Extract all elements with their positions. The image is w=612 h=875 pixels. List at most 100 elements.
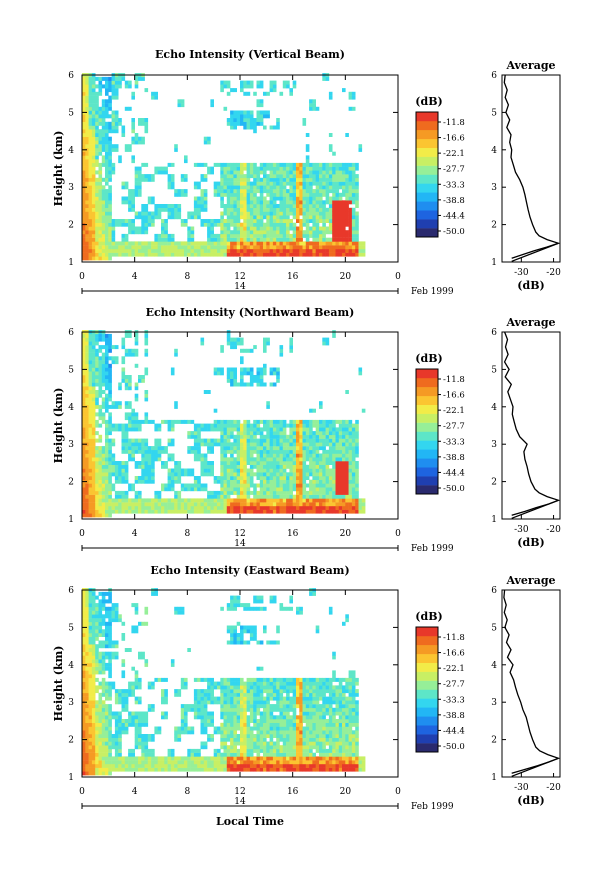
heatmap-cell <box>184 159 188 164</box>
heatmap-cell <box>88 386 93 391</box>
heatmap-cell <box>253 345 257 350</box>
heatmap-cell <box>351 442 356 447</box>
heatmap-cell <box>108 461 112 465</box>
heatmap-cell <box>200 219 205 223</box>
heatmap-cell <box>105 446 109 451</box>
heatmap-cell <box>305 245 310 250</box>
heatmap-cell <box>348 219 353 223</box>
heatmap-cell <box>98 136 103 141</box>
heatmap-cell <box>124 333 129 338</box>
heatmap-cell <box>296 457 300 462</box>
heatmap-cell <box>296 245 300 250</box>
heatmap-cell <box>170 237 175 242</box>
heatmap-cell <box>91 230 96 235</box>
heatmap-cell <box>269 442 274 447</box>
heatmap-cell <box>289 337 293 342</box>
heatmap-cell <box>276 118 280 122</box>
heatmap-cell <box>236 181 241 186</box>
heatmap-cell <box>253 189 257 194</box>
heatmap-cell <box>128 382 132 387</box>
heatmap-cell <box>95 192 99 197</box>
heatmap-cell <box>91 219 96 223</box>
heatmap-cell <box>128 505 132 510</box>
heatmap-cell <box>91 498 96 503</box>
heatmap-cell <box>124 80 129 85</box>
heatmap-cell <box>134 185 139 190</box>
heatmap-cell <box>266 502 270 507</box>
heatmap-cell <box>279 352 284 357</box>
heatmap-cell <box>88 106 93 111</box>
heatmap-cell <box>124 431 129 436</box>
heatmap-cell <box>203 219 208 223</box>
heatmap-cell <box>230 461 234 465</box>
colorbar-swatch <box>416 395 438 405</box>
heatmap-cell <box>95 226 99 231</box>
x-tick-label: 20 <box>340 529 352 539</box>
heatmap-cell <box>328 166 333 171</box>
heatmap-cell <box>111 360 116 365</box>
heatmap-cell <box>124 245 129 250</box>
heatmap-cell <box>85 133 89 137</box>
heatmap-cell <box>226 378 231 383</box>
heatmap-cell <box>332 423 336 428</box>
heatmap-cell <box>325 230 330 235</box>
heatmap-cell <box>203 442 208 447</box>
heatmap-cell <box>351 215 356 220</box>
heatmap-cell <box>128 222 132 227</box>
heatmap-cell <box>263 341 267 346</box>
heatmap-cell <box>319 166 323 171</box>
heatmap-cell <box>263 189 267 194</box>
heatmap-cell <box>253 177 257 182</box>
heatmap-cell <box>193 431 198 436</box>
heatmap-cell <box>269 461 274 465</box>
heatmap-cell <box>236 434 241 439</box>
heatmap-cell <box>144 174 149 179</box>
heatmap-cell <box>88 745 93 750</box>
heatmap-cell <box>131 711 135 716</box>
heatmap-cell <box>95 352 99 357</box>
heatmap-cell <box>91 648 96 652</box>
heatmap-cell <box>259 196 264 201</box>
heatmap-cell <box>256 110 261 115</box>
heatmap-cell <box>82 345 86 350</box>
heatmap-cell <box>88 640 93 645</box>
heatmap-cell <box>292 468 297 473</box>
heatmap-cell <box>253 162 257 167</box>
profile-y-tick-label: 4 <box>491 146 497 156</box>
heatmap-cell <box>351 192 356 197</box>
heatmap-cell <box>256 367 261 372</box>
heatmap-cell <box>105 625 109 630</box>
heatmap-cell <box>282 252 287 257</box>
heatmap-cell <box>167 204 172 208</box>
heatmap-cell <box>101 479 106 484</box>
heatmap-cell <box>95 162 99 167</box>
heatmap-cell <box>266 487 270 492</box>
heatmap-cell <box>276 378 280 383</box>
heatmap-cell <box>335 204 340 208</box>
heatmap-cell <box>315 472 320 477</box>
heatmap-cell <box>276 509 280 514</box>
heatmap-cell <box>296 192 300 197</box>
heatmap-cell <box>279 91 284 96</box>
heatmap-cell <box>351 211 356 216</box>
heatmap-cell <box>213 498 218 503</box>
heatmap-cell <box>157 438 162 443</box>
heatmap-cell <box>101 472 106 477</box>
colorbar-swatch <box>416 156 438 166</box>
heatmap-cell <box>338 502 343 507</box>
heatmap-cell <box>233 233 237 238</box>
heatmap-cell <box>190 241 195 246</box>
heatmap-cell <box>200 483 205 488</box>
heatmap-cell <box>328 479 333 484</box>
heatmap-cell <box>118 386 122 391</box>
heatmap-cell <box>292 211 297 216</box>
heatmap-cell <box>243 91 247 96</box>
heatmap-cell <box>322 472 326 477</box>
heatmap-cell <box>282 446 287 451</box>
heatmap-cell <box>138 76 142 81</box>
colorbar-tick-label: -38.8 <box>443 453 465 463</box>
heatmap-cell <box>105 88 109 93</box>
heatmap-cell <box>345 509 349 514</box>
heatmap-cell <box>223 177 228 182</box>
heatmap-cell <box>243 446 247 451</box>
